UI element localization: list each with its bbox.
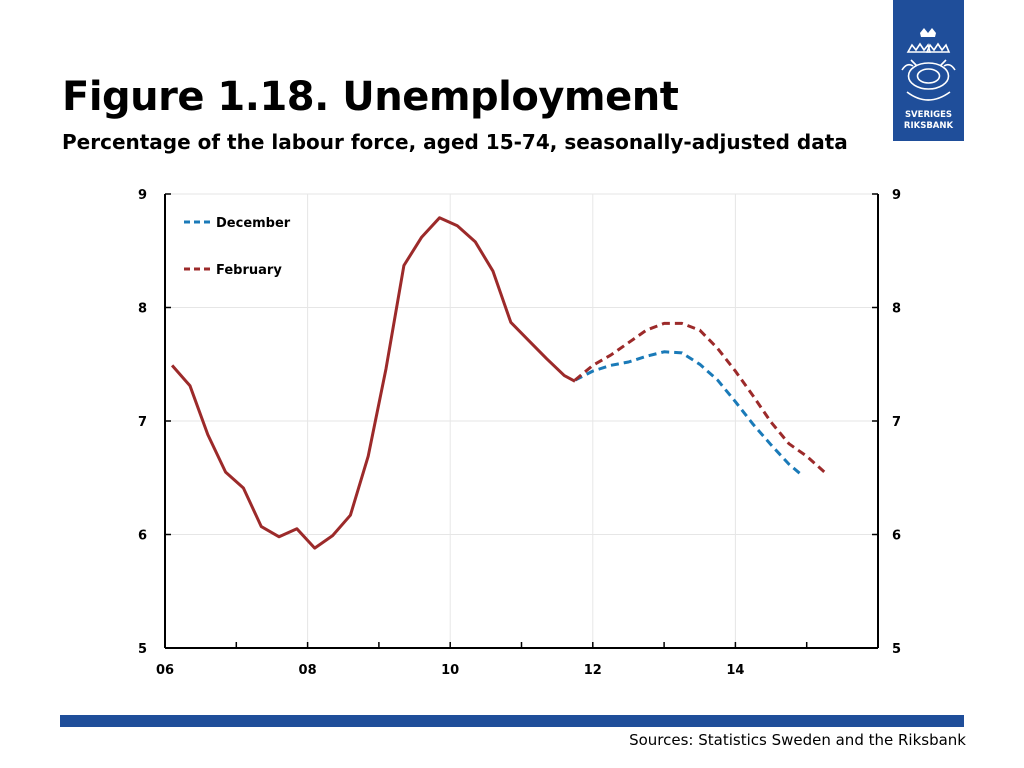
crown-crest-icon xyxy=(901,28,956,101)
y-tick-label-right: 7 xyxy=(892,415,901,430)
y-tick-label-left: 7 xyxy=(138,415,147,430)
chart-series xyxy=(170,216,826,550)
x-tick-label: 14 xyxy=(726,663,744,678)
x-tick-label: 12 xyxy=(584,663,602,678)
x-tick-label: 10 xyxy=(441,663,459,678)
y-tick-label-right: 5 xyxy=(892,642,901,657)
logo-text-line1: SVERIGES xyxy=(904,110,953,120)
page-title: Figure 1.18. Unemployment xyxy=(62,74,679,120)
x-tick-label: 08 xyxy=(299,663,317,678)
x-tick-label: 06 xyxy=(156,663,174,678)
chart-grid xyxy=(165,193,878,648)
y-tick-label-left: 5 xyxy=(138,642,147,657)
chart-legend: December February xyxy=(184,216,291,278)
series-line-outcome xyxy=(170,216,576,550)
page-subtitle: Percentage of the labour force, aged 15-… xyxy=(62,130,848,154)
y-tick-label-right: 8 xyxy=(892,302,901,317)
y-tick-label-left: 6 xyxy=(138,529,147,544)
footer-bar xyxy=(60,715,964,727)
logo-text-line2: RIKSBANK xyxy=(903,121,954,131)
unemployment-chart: 5 6 7 8 9 5 6 7 8 9 06 08 10 12 14 December February xyxy=(138,188,901,678)
riksbank-logo: SVERIGES RIKSBANK xyxy=(893,0,964,141)
series-line-february xyxy=(574,321,826,474)
legend-label-december: December xyxy=(216,216,291,231)
y-tick-label-left: 9 xyxy=(138,188,147,203)
chart-axes: 5 6 7 8 9 5 6 7 8 9 06 08 10 12 14 xyxy=(138,188,901,678)
y-tick-label-right: 9 xyxy=(892,188,901,203)
y-tick-label-left: 8 xyxy=(138,302,147,317)
legend-label-february: February xyxy=(216,263,282,278)
y-tick-label-right: 6 xyxy=(892,529,901,544)
source-note: Sources: Statistics Sweden and the Riksb… xyxy=(629,731,966,749)
series-line-december xyxy=(574,350,801,475)
